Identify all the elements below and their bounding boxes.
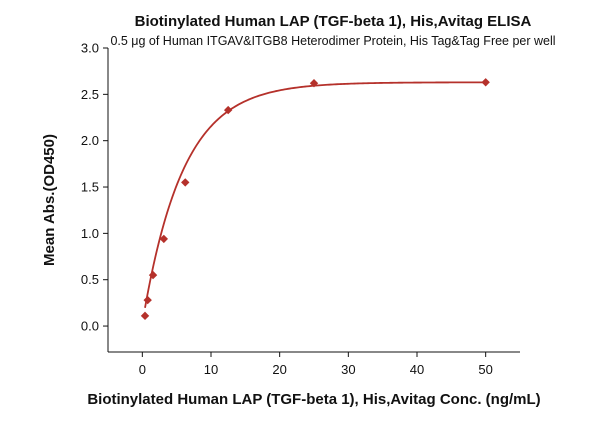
data-point [481, 78, 490, 87]
x-axis-label: Biotinylated Human LAP (TGF-beta 1), His… [87, 391, 540, 408]
data-point [140, 311, 150, 321]
x-tick-label: 0 [139, 362, 146, 377]
x-tick-label: 30 [341, 362, 355, 377]
y-tick-label: 0.5 [81, 272, 99, 287]
data-point [223, 105, 233, 115]
x-tick-label: 20 [272, 362, 286, 377]
x-tick-label: 50 [478, 362, 492, 377]
chart-subtitle: 0.5 μg of Human ITGAV&ITGB8 Heterodimer … [110, 34, 555, 48]
y-tick-label: 1.5 [81, 180, 99, 195]
data-point [148, 270, 158, 280]
y-tick-label: 2.5 [81, 87, 99, 102]
x-tick-label: 10 [204, 362, 218, 377]
x-axis-ticks: 0 10 20 30 40 50 [139, 352, 493, 377]
y-tick-label: 3.0 [81, 41, 99, 56]
data-point [181, 178, 190, 187]
y-tick-label: 0.0 [81, 319, 99, 334]
data-points [140, 78, 490, 321]
chart-title: Biotinylated Human LAP (TGF-beta 1), His… [135, 13, 532, 30]
x-tick-label: 40 [410, 362, 424, 377]
fit-curve [144, 81, 486, 308]
y-tick-label: 2.0 [81, 133, 99, 148]
data-point [159, 234, 169, 244]
data-point [309, 79, 319, 88]
data-point [143, 295, 152, 305]
y-axis-label: Mean Abs.(OD450) [41, 134, 58, 266]
y-axis-ticks: 0.0 0.5 1.0 1.5 2.0 2.5 3.0 [81, 41, 108, 334]
y-tick-label: 1.0 [81, 226, 99, 241]
